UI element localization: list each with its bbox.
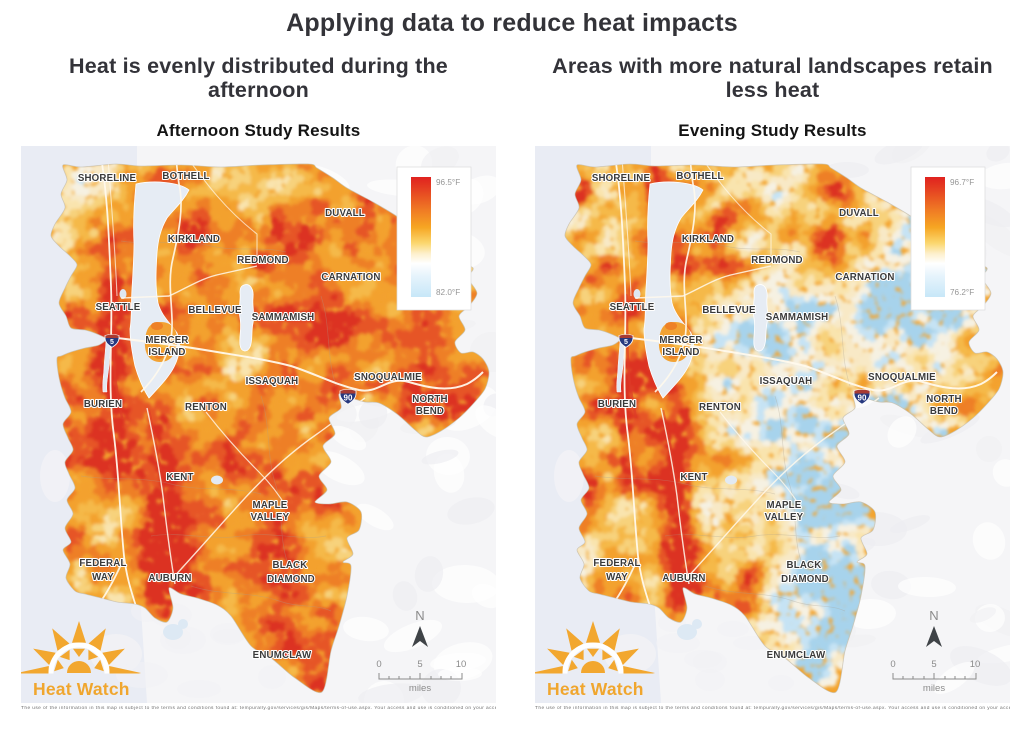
svg-text:ENUMCLAW: ENUMCLAW [253, 650, 312, 661]
svg-text:90: 90 [344, 393, 353, 402]
svg-text:REDMOND: REDMOND [237, 255, 288, 266]
svg-text:SEATTLE: SEATTLE [96, 302, 141, 313]
svg-text:NORTH: NORTH [412, 394, 447, 405]
svg-text:5: 5 [110, 339, 114, 346]
svg-text:MERCER: MERCER [145, 335, 188, 346]
svg-text:RENTON: RENTON [185, 402, 227, 413]
svg-text:BEND: BEND [416, 406, 444, 417]
svg-text:96.5°F: 96.5°F [436, 178, 460, 187]
svg-text:DUVALL: DUVALL [325, 208, 365, 219]
svg-text:10: 10 [456, 659, 467, 670]
svg-text:BOTHELL: BOTHELL [162, 171, 209, 182]
svg-text:ISLAND: ISLAND [148, 347, 185, 358]
svg-text:BELLEVUE: BELLEVUE [188, 305, 242, 316]
svg-text:AUBURN: AUBURN [148, 573, 191, 584]
svg-text:KENT: KENT [166, 472, 193, 483]
svg-text:FEDERAL: FEDERAL [79, 558, 126, 569]
svg-text:MAPLE: MAPLE [253, 500, 288, 511]
svg-text:DIAMOND: DIAMOND [267, 574, 315, 585]
svg-text:SNOQUALMIE: SNOQUALMIE [354, 372, 422, 383]
svg-text:N: N [415, 608, 424, 623]
svg-text:Heat Watch: Heat Watch [33, 679, 130, 699]
svg-text:SHORELINE: SHORELINE [78, 173, 137, 184]
svg-text:5: 5 [417, 659, 422, 670]
svg-text:0: 0 [376, 659, 381, 670]
svg-text:miles: miles [409, 683, 431, 694]
svg-text:SAMMAMISH: SAMMAMISH [252, 312, 315, 323]
svg-text:WAY: WAY [92, 572, 114, 583]
svg-text:82.0°F: 82.0°F [436, 288, 460, 297]
svg-text:VALLEY: VALLEY [251, 512, 290, 523]
svg-text:BLACK: BLACK [273, 560, 308, 571]
svg-text:CARNATION: CARNATION [321, 272, 380, 283]
svg-text:ISSAQUAH: ISSAQUAH [246, 376, 299, 387]
svg-text:BURIEN: BURIEN [84, 399, 122, 410]
svg-text:KIRKLAND: KIRKLAND [168, 234, 220, 245]
